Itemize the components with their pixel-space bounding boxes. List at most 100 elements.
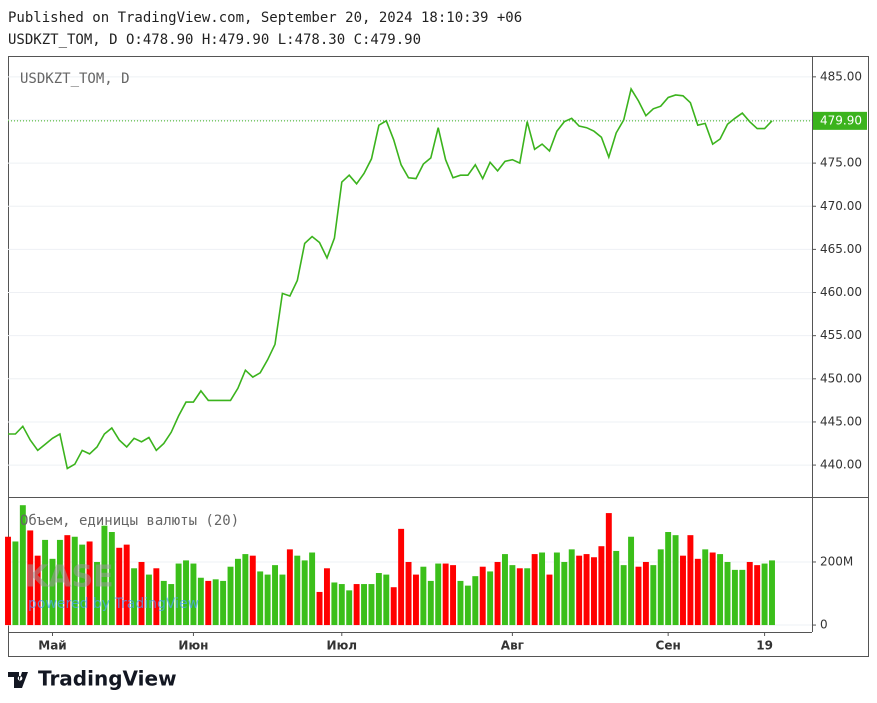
volume-bar — [761, 563, 768, 626]
volume-bar — [353, 584, 360, 626]
y-tick-label: 440.00 — [820, 458, 862, 472]
volume-bar — [34, 555, 41, 626]
volume-bar — [583, 554, 590, 626]
volume-bar — [502, 554, 508, 626]
volume-bar — [494, 561, 501, 626]
volume-bar — [368, 584, 375, 626]
volume-bar — [420, 566, 427, 626]
volume-bar — [309, 552, 316, 626]
volume-bar — [227, 566, 234, 626]
volume-bar — [108, 532, 115, 626]
last-price-label: 479.90 — [820, 113, 862, 127]
volume-bar — [94, 561, 100, 626]
volume-bar — [145, 574, 152, 626]
x-tick-label: Июн — [178, 639, 208, 653]
volume-bar — [338, 584, 345, 626]
y-tick-label: 460.00 — [820, 285, 862, 299]
logo-mark — [8, 672, 28, 688]
volume-bar — [301, 560, 308, 626]
volume-bar — [168, 584, 175, 626]
volume-bar — [546, 574, 553, 626]
volume-bar — [49, 558, 56, 626]
volume-bar — [442, 563, 449, 626]
volume-bar — [398, 528, 405, 626]
volume-bar — [576, 555, 583, 626]
volume-bar — [717, 554, 724, 626]
volume-bar — [524, 568, 531, 626]
volume-bar — [694, 558, 701, 626]
volume-bar — [412, 574, 419, 626]
y-tick-label: 200M — [820, 554, 853, 568]
volume-bar — [234, 558, 241, 626]
volume-bar — [183, 560, 189, 626]
volume-bar — [138, 561, 145, 626]
volume-bar — [731, 569, 738, 626]
volume-bar — [435, 563, 442, 626]
volume-bar — [153, 568, 160, 626]
brand-logo — [8, 672, 28, 688]
volume-bar — [323, 568, 330, 626]
ohlc: USDKZT_TOM, D O:478.90 H:479.90 L:478.30… — [8, 32, 421, 48]
y-tick-label: 455.00 — [820, 328, 862, 342]
volume-bar — [279, 574, 286, 626]
volume-bar — [509, 565, 516, 626]
volume-bar — [561, 561, 568, 626]
volume-bar — [539, 552, 546, 626]
volume-bar — [56, 539, 63, 626]
volume-bar — [516, 568, 523, 626]
volume-bar — [650, 565, 657, 626]
y-tick-label: 470.00 — [820, 199, 862, 213]
volume-bar — [628, 536, 635, 626]
volume-bar — [591, 557, 597, 626]
volume-bar — [657, 549, 664, 626]
volume-bar — [205, 580, 212, 626]
y-tick-label: 450.00 — [820, 371, 862, 385]
volume-bar — [79, 544, 86, 626]
volume-bar — [212, 579, 219, 626]
volume-bar — [361, 584, 368, 626]
x-tick-label: Май — [38, 639, 66, 653]
volume-bar — [553, 552, 560, 626]
last-price-box — [813, 111, 867, 130]
volume-bar — [702, 549, 709, 626]
watermark-powered: powered by TradingView — [28, 596, 199, 612]
volume-bar — [286, 549, 293, 626]
volume-bar — [427, 580, 434, 626]
volume-bar — [487, 571, 494, 626]
volume-bar — [390, 587, 397, 626]
volume-bar — [197, 577, 204, 626]
volume-bar — [769, 560, 775, 626]
volume-bar — [264, 574, 271, 626]
volume-bar — [709, 552, 716, 626]
volume-bar — [116, 547, 123, 626]
y-tick-label: 485.00 — [820, 69, 862, 83]
x-tick-label: Сен — [656, 639, 681, 653]
volume-bar — [160, 580, 167, 626]
volume-bar — [346, 590, 353, 626]
volume-bar — [272, 565, 278, 626]
volume-bar — [42, 539, 49, 626]
volume-bar — [464, 585, 471, 626]
volume-bar — [479, 566, 486, 626]
series-legend: USDKZT_TOM, D — [20, 71, 130, 87]
volume-legend: Объем, единицы валюты (20) — [20, 513, 239, 529]
volume-bar — [598, 546, 605, 626]
y-tick-label: 0 — [820, 618, 828, 632]
brand: TradingView — [38, 667, 177, 691]
volume-bar — [27, 530, 34, 626]
volume-bar — [383, 574, 390, 626]
volume-bar — [605, 513, 612, 626]
published: Published on TradingView.com, September … — [8, 10, 522, 26]
volume-bar — [754, 565, 761, 626]
volume-bar — [568, 549, 575, 626]
volume-bar — [190, 563, 197, 626]
x-tick-label: Июл — [327, 639, 358, 653]
volume-bar — [331, 582, 338, 626]
x-tick-label: 19 — [756, 639, 773, 653]
price-line — [8, 86, 773, 470]
volume-bar — [620, 565, 627, 626]
volume-bar — [472, 576, 479, 626]
volume-bar — [724, 561, 731, 626]
volume-bar — [86, 541, 93, 626]
